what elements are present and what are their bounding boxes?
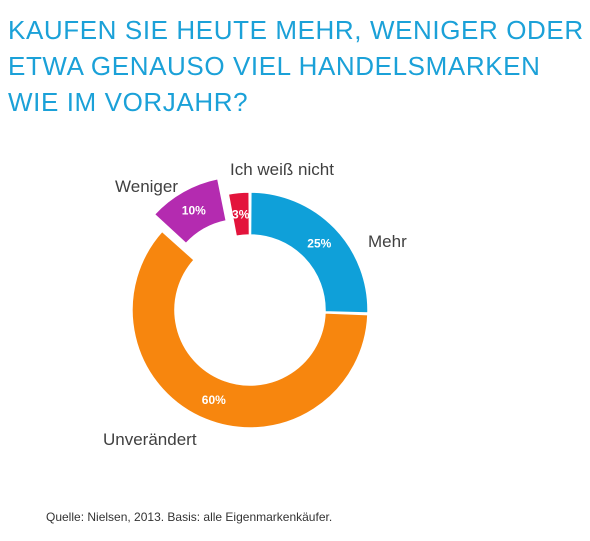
chart-title-line-2: ETWA GENAUSO VIEL HANDELSMARKEN bbox=[8, 51, 541, 81]
category-label-weniger: Weniger bbox=[115, 177, 178, 196]
chart-title: KAUFEN SIE HEUTE MEHR, WENIGER ODER ETWA… bbox=[8, 12, 584, 120]
data-label-unveraendert: 60% bbox=[202, 393, 226, 407]
donut-slice-ich-weiss-nicht bbox=[227, 191, 251, 238]
category-label-mehr: Mehr bbox=[368, 232, 407, 251]
chart-title-line-1: KAUFEN SIE HEUTE MEHR, WENIGER ODER bbox=[8, 15, 584, 45]
data-label-mehr: 25% bbox=[307, 236, 331, 250]
donut-slice-mehr bbox=[249, 191, 369, 314]
donut-slice-weniger bbox=[153, 177, 228, 245]
chart-title-line-3: WIE IM VORJAHR? bbox=[8, 87, 249, 117]
donut-slice-unveraendert bbox=[131, 230, 369, 429]
data-label-weniger: 10% bbox=[182, 204, 206, 218]
data-label-ich-weiss-nicht: 3% bbox=[232, 207, 250, 221]
source-note: Quelle: Nielsen, 2013. Basis: alle Eigen… bbox=[46, 510, 333, 524]
category-label-unveraendert: Unverändert bbox=[103, 430, 197, 449]
category-label-ich-weiss-nicht: Ich weiß nicht bbox=[230, 160, 334, 179]
